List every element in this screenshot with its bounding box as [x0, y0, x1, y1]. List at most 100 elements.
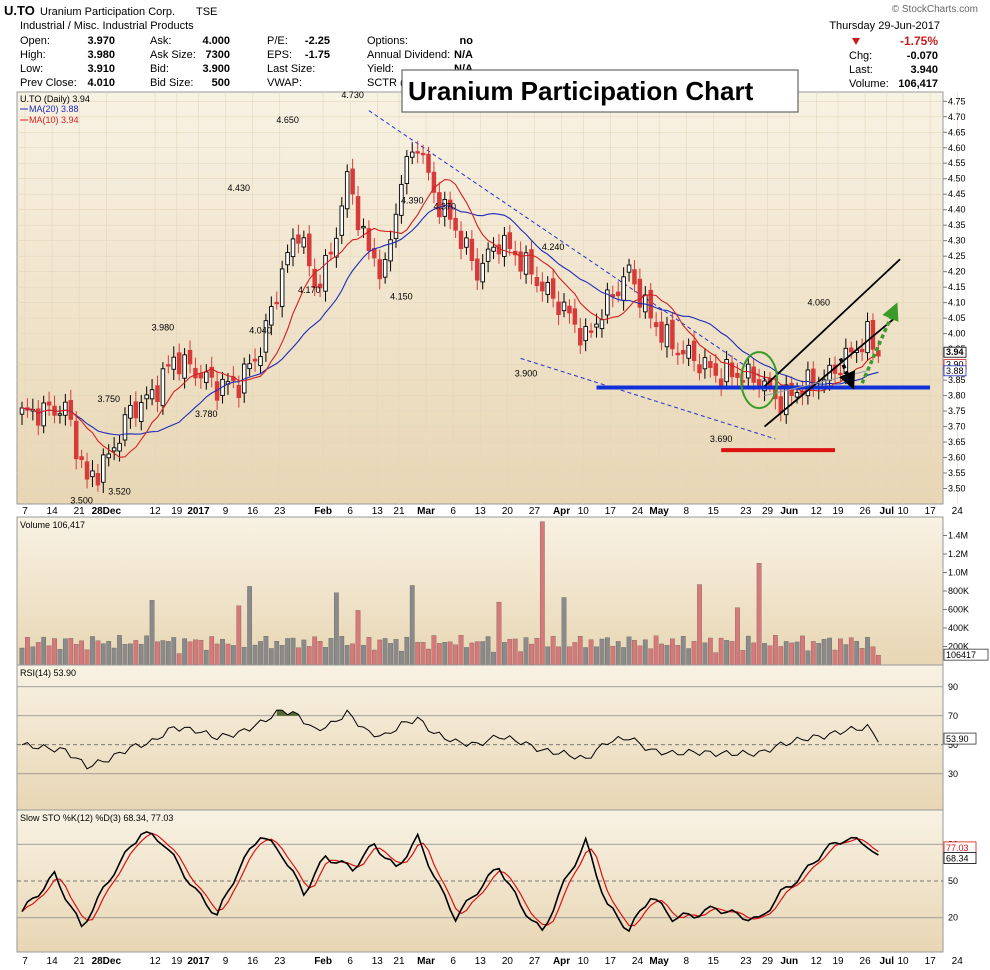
x-axis-label: 28Dec: [92, 506, 122, 517]
volume-axis-label: 400K: [948, 623, 969, 633]
x-axis-label: 29: [762, 506, 774, 517]
rsi-axis-label: 50: [948, 740, 958, 750]
volume-bar: [355, 610, 361, 666]
price-annotation-label: 3.980: [152, 323, 175, 333]
price-annotation-label: 4.060: [807, 298, 830, 308]
candle-body: [73, 420, 79, 460]
candle-body: [464, 237, 469, 248]
stat-value: 106,417: [898, 78, 938, 90]
stats-grid: Chg: -0.070 Last: 3.940 Volume: 106,417: [849, 50, 938, 90]
candle-body: [648, 289, 653, 319]
volume-bar: [30, 646, 36, 666]
volume-bar: [138, 644, 144, 666]
candle-body: [518, 251, 523, 272]
candle-body: [301, 237, 307, 248]
candle-body: [247, 363, 252, 370]
candle-body: [442, 198, 448, 217]
x-axis-label: 20: [502, 956, 514, 967]
price-axis-label: 4.30: [948, 236, 966, 246]
price-last-box: [943, 365, 967, 377]
volume-bar: [615, 641, 621, 666]
candle-body: [480, 262, 485, 283]
price-annotation-label: 3.500: [70, 496, 93, 506]
rsi-title: RSI(14) 53.90: [20, 668, 76, 678]
volume-bar: [605, 637, 610, 666]
x-axis-label: 13: [475, 506, 487, 517]
x-axis-label: 19: [832, 956, 844, 967]
volume-bar: [832, 649, 838, 666]
watermark: © StockCharts.com: [892, 4, 978, 15]
candle-body: [19, 407, 25, 415]
volume-bar: [149, 600, 155, 666]
volume-bar: [821, 639, 827, 666]
volume-bar: [52, 638, 57, 666]
quote-value: 3.970: [87, 35, 115, 47]
x-axis-label: 13: [475, 956, 487, 967]
x-axis-label: 19: [171, 506, 183, 517]
price-axis-label: 3.80: [948, 391, 966, 401]
volume-bar: [198, 640, 204, 666]
volume-bar: [859, 648, 865, 666]
x-axis-label: 7: [22, 506, 28, 517]
price-axis-label: 3.50: [948, 484, 966, 494]
candle-body: [653, 322, 659, 328]
candle-body: [751, 366, 756, 383]
candle-body: [323, 254, 328, 292]
volume-bar: [176, 653, 182, 666]
volume-bar: [637, 645, 643, 666]
volume-bar: [653, 635, 659, 666]
candle-body: [79, 456, 84, 461]
x-axis-label: 10: [897, 956, 909, 967]
x-axis-label: 16: [247, 506, 259, 517]
candle-body: [507, 232, 513, 249]
volume-bar: [810, 641, 816, 666]
volume-bar: [843, 644, 849, 666]
candle-body: [540, 281, 545, 292]
quote-value: 7300: [206, 49, 230, 61]
sto-last-box: [943, 852, 977, 864]
candle-body: [680, 350, 686, 355]
volume-bar: [756, 563, 762, 666]
price-annotation-label: 3.690: [710, 434, 733, 444]
x-axis-label: 29: [762, 956, 774, 967]
volume-bar: [773, 635, 778, 666]
volume-bar: [236, 605, 242, 666]
candle-body: [458, 230, 464, 249]
x-axis-label: 28Dec: [92, 956, 122, 967]
sto-last-value: 77.03: [946, 843, 969, 853]
price-axis-label: 4.10: [948, 298, 966, 308]
volume-bar: [193, 639, 198, 666]
volume-bar: [502, 642, 507, 666]
volume-bar: [539, 521, 545, 666]
quote-header: U.TO Uranium Participation Corp. TSE Ind…: [4, 3, 978, 90]
volume-bar: [642, 639, 648, 666]
volume-last-value: 106417: [946, 650, 976, 660]
volume-bar: [317, 641, 323, 666]
volume-bar: [301, 639, 307, 666]
quote-value: 500: [212, 77, 230, 89]
volume-bar: [128, 643, 133, 666]
price-annotations: 3.500 3.520 3.750 3.980 3.780 4.430 4.650 4.040…: [70, 90, 830, 506]
quote-label: Bid Size:: [150, 77, 193, 89]
x-axis-label: 24: [632, 956, 644, 967]
candle-body: [599, 319, 605, 330]
volume-bar: [491, 651, 496, 666]
volume-bar: [789, 642, 794, 666]
quote-label: SCTR (: [367, 77, 404, 89]
ma20-legend-label: MA(20) 3.88: [29, 104, 79, 114]
volume-bar: [464, 647, 469, 666]
price-axis-label: 4.05: [948, 313, 966, 323]
candle-body: [718, 378, 724, 386]
x-axis-label: 23: [740, 506, 752, 517]
quote-label: Ask Size:: [150, 49, 196, 61]
x-axis-label: 6: [347, 956, 353, 967]
price-panel: 3.503.553.603.653.703.753.803.853.903.95…: [16, 69, 967, 506]
volume-bar: [735, 607, 740, 666]
candle-body: [355, 196, 361, 231]
candle-body: [567, 305, 572, 314]
candle-body: [160, 368, 166, 407]
stat-label: Volume:: [849, 78, 889, 90]
sto-axis: 205080: [17, 839, 958, 923]
